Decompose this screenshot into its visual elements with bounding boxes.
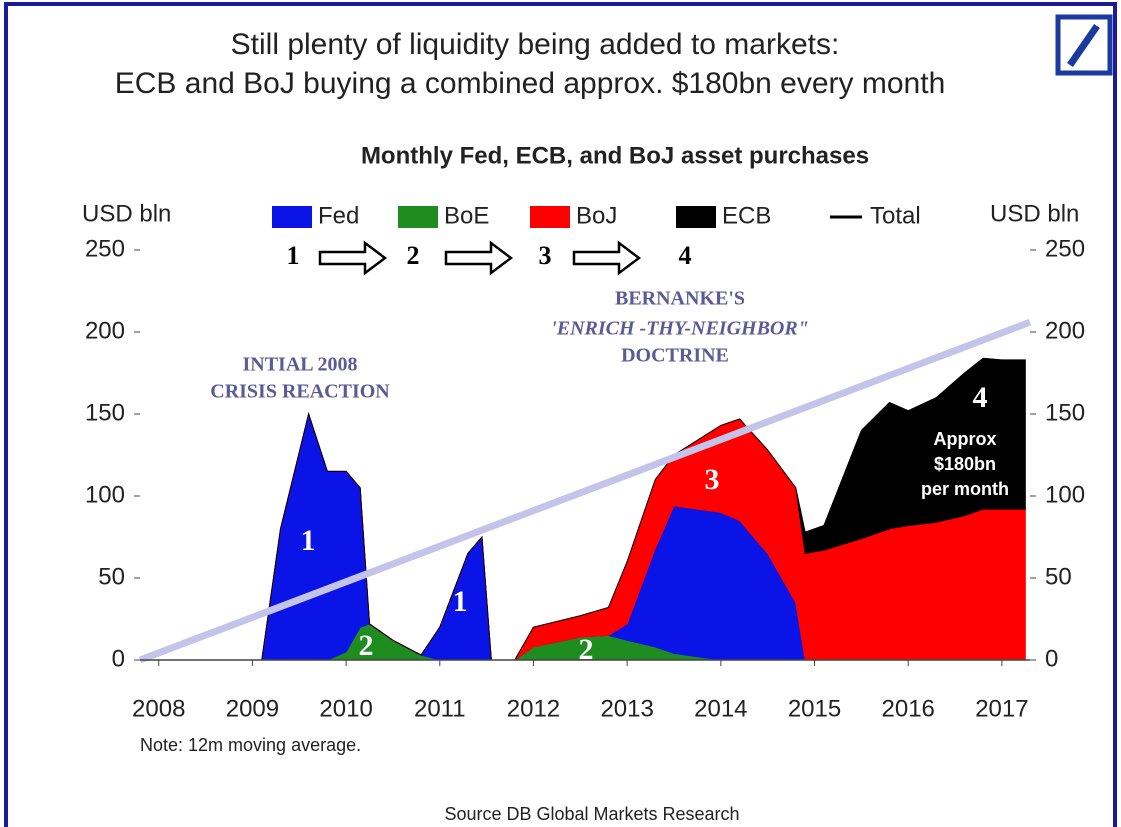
area-label: per month <box>921 479 1009 499</box>
annotation: CRISIS REACTION <box>210 381 390 403</box>
x-tick-label: 2009 <box>226 695 279 722</box>
frame <box>4 2 1117 827</box>
legend-label: ECB <box>722 202 771 229</box>
step-label: 1 <box>287 241 300 270</box>
annotation: 'ENRICH -THY-NEIGHBOR" <box>551 318 809 340</box>
legend-swatch <box>398 206 438 228</box>
y2-tick-label: 200 <box>1045 317 1085 344</box>
area-label: 1 <box>453 585 468 618</box>
legend-swatch <box>530 206 570 228</box>
y-tick-label: 200 <box>85 317 125 344</box>
x-tick-label: 2014 <box>694 695 747 722</box>
annotation: INTIAL 2008 <box>242 354 357 376</box>
step-arrows <box>318 240 642 276</box>
y-tick-label: 50 <box>98 563 125 590</box>
y-tick-label: 150 <box>85 399 125 426</box>
annotation: BERNANKE'S <box>615 288 745 310</box>
logo <box>1055 14 1113 76</box>
source: Source DB Global Markets Research <box>444 804 739 824</box>
x-tick-label: 2017 <box>975 695 1028 722</box>
note: Note: 12m moving average. <box>140 735 361 755</box>
area <box>158 357 1026 661</box>
x-tick-label: 2012 <box>507 695 560 722</box>
y2-tick-label: 100 <box>1045 481 1085 508</box>
x-tick-label: 2013 <box>600 695 653 722</box>
step-label: 3 <box>539 241 552 270</box>
chart-title: Still plenty of liquidity being added to… <box>231 28 840 61</box>
chart-title: ECB and BoJ buying a combined approx. $1… <box>115 67 946 100</box>
total-line <box>138 318 1032 664</box>
legend-swatch <box>676 206 716 228</box>
x-tick-label: 2016 <box>882 695 935 722</box>
area-label: Approx <box>934 429 997 449</box>
plot <box>158 357 1026 661</box>
area-label: 3 <box>705 463 720 496</box>
y2-tick-label: 250 <box>1045 235 1085 262</box>
y-tick-label: 250 <box>85 235 125 262</box>
legend-label: Fed <box>318 202 359 229</box>
step-label: 4 <box>679 241 692 270</box>
area-label: 4 <box>973 381 988 414</box>
annotation: DOCTRINE <box>621 345 729 367</box>
x-tick-label: 2010 <box>319 695 372 722</box>
y-tick-label: 0 <box>112 645 125 672</box>
legend-label: BoE <box>444 202 489 229</box>
y-tick-label: 100 <box>85 481 125 508</box>
area-label: 2 <box>359 629 374 662</box>
area-label: 2 <box>579 633 594 666</box>
area-label: $180bn <box>934 454 996 474</box>
y2-axis-label: USD bln <box>990 200 1079 227</box>
subtitle: Monthly Fed, ECB, and BoJ asset purchase… <box>361 142 869 169</box>
y2-tick-label: 50 <box>1045 563 1072 590</box>
y2-tick-label: 150 <box>1045 399 1085 426</box>
legend-swatch <box>272 206 312 228</box>
y2-tick-label: 0 <box>1045 645 1058 672</box>
y-axis-label: USD bln <box>82 200 171 227</box>
legend-label: BoJ <box>576 202 617 229</box>
step-label: 2 <box>407 241 420 270</box>
x-tick-label: 2015 <box>788 695 841 722</box>
x-tick-label: 2011 <box>414 695 466 722</box>
x-tick-label: 2008 <box>132 695 185 722</box>
area-label: 1 <box>301 524 316 557</box>
legend-label: Total <box>870 202 921 229</box>
